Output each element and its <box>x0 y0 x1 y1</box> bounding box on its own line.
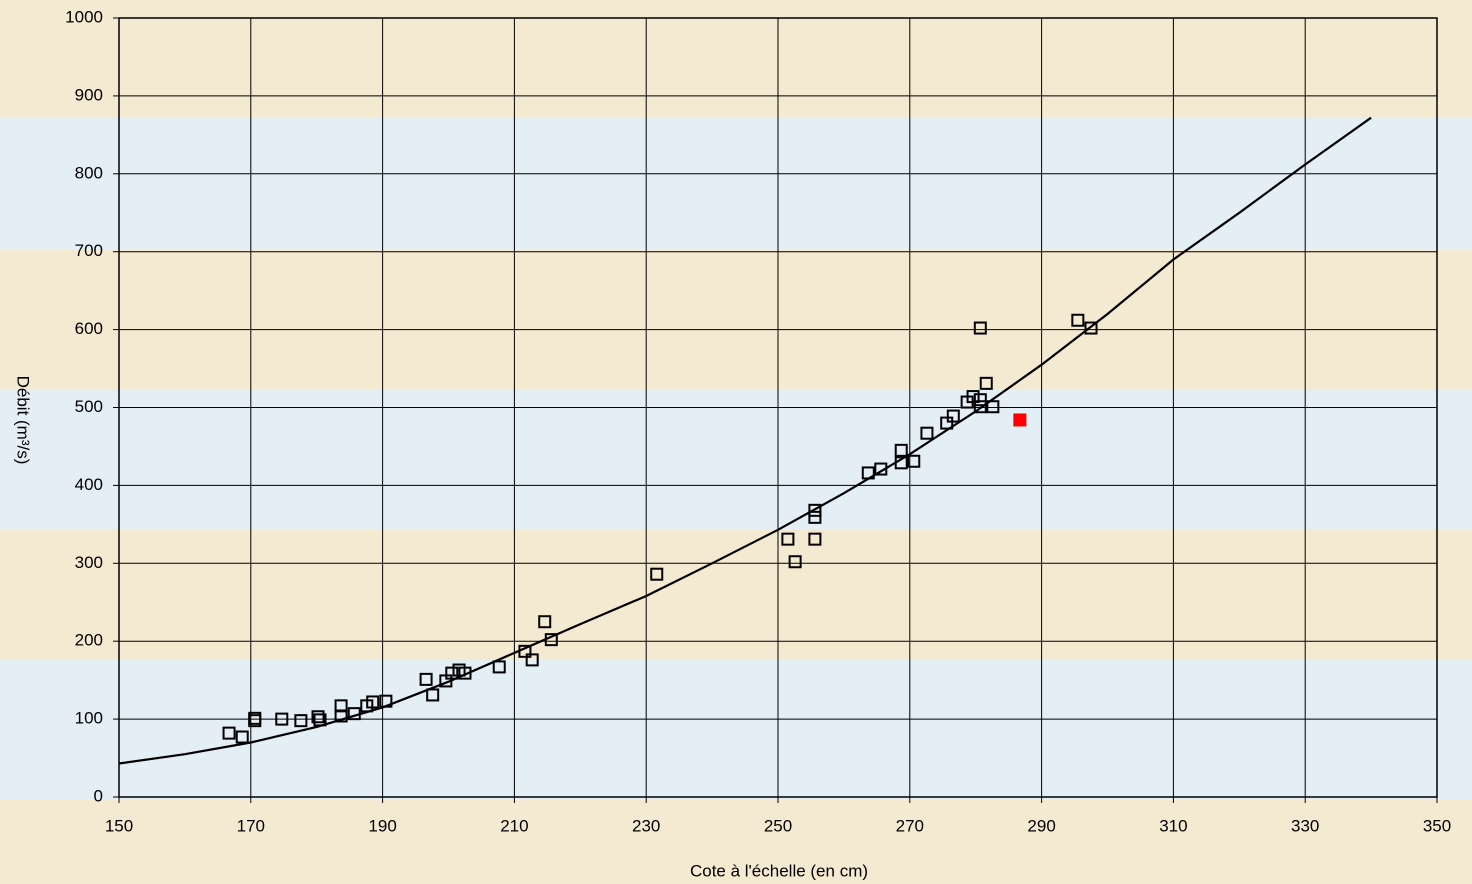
y-tick-label: 600 <box>75 319 103 338</box>
x-tick-label: 250 <box>764 816 792 835</box>
x-tick-label: 150 <box>105 816 133 835</box>
x-tick-label: 210 <box>500 816 528 835</box>
y-tick-label: 300 <box>75 553 103 572</box>
data-point <box>1014 414 1026 426</box>
y-tick-label: 800 <box>75 163 103 182</box>
x-tick-label: 350 <box>1423 816 1451 835</box>
y-tick-label: 900 <box>75 85 103 104</box>
y-tick-label: 400 <box>75 475 103 494</box>
y-axis-label: Débit (m³/s) <box>14 376 33 465</box>
chart: Cote à l'échelle (en cm) Débit (m³/s) 01… <box>0 0 1472 884</box>
page: Cote à l'échelle (en cm) Débit (m³/s) 01… <box>0 0 1472 884</box>
y-tick-label: 1000 <box>65 7 103 26</box>
y-tick-label: 500 <box>75 397 103 416</box>
x-tick-label: 230 <box>632 816 660 835</box>
x-tick-label: 310 <box>1159 816 1187 835</box>
x-tick-label: 190 <box>368 816 396 835</box>
x-tick-label: 290 <box>1027 816 1055 835</box>
background-band <box>0 118 1472 250</box>
x-tick-label: 270 <box>896 816 924 835</box>
x-tick-label: 330 <box>1291 816 1319 835</box>
y-tick-label: 0 <box>94 786 103 805</box>
background-band <box>0 660 1472 800</box>
background-band <box>0 390 1472 530</box>
x-tick-label: 170 <box>237 816 265 835</box>
y-tick-label: 700 <box>75 241 103 260</box>
y-tick-label: 100 <box>75 709 103 728</box>
y-tick-label: 200 <box>75 631 103 650</box>
x-axis-label: Cote à l'échelle (en cm) <box>690 861 868 880</box>
